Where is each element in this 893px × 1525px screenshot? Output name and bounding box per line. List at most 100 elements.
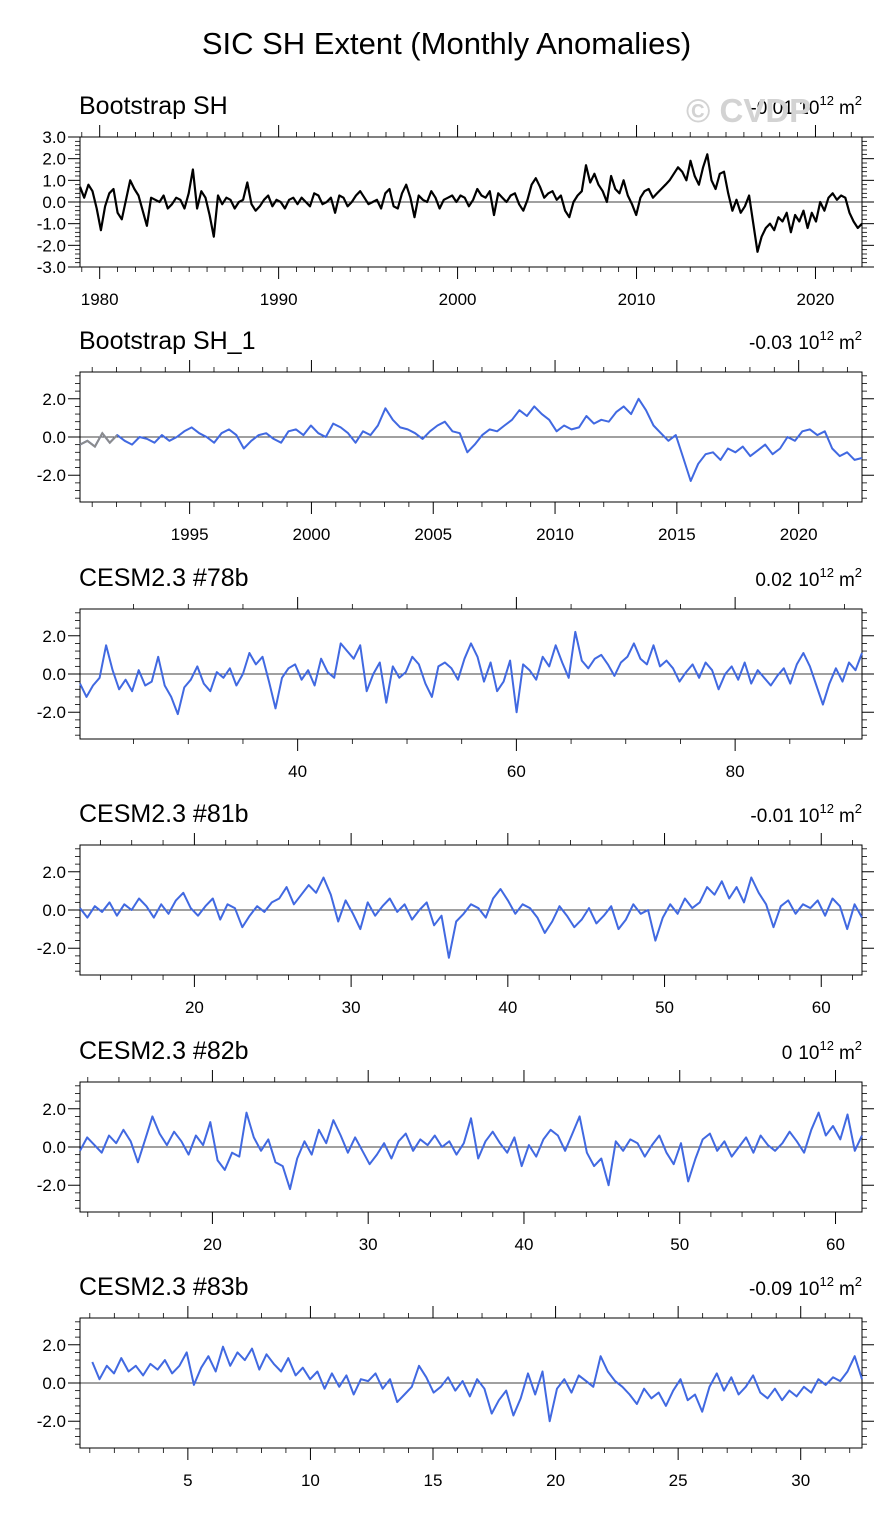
annotation-units-sup: 2 xyxy=(855,801,862,816)
y-tick-label: 2.0 xyxy=(42,150,66,169)
x-tick-label: 25 xyxy=(669,1471,688,1490)
y-tick-label: 2.0 xyxy=(42,390,66,409)
series-line xyxy=(79,397,863,482)
y-tick-label: -1.0 xyxy=(37,215,66,234)
annotation-units-base: 10 xyxy=(798,570,819,591)
panel-title: CESM2.3 #81b xyxy=(79,800,249,828)
x-tick-label: 2020 xyxy=(797,290,835,309)
annotation-units-exp: 12 xyxy=(819,565,833,580)
y-tick-label: 0.0 xyxy=(42,1374,66,1393)
y-tick-label: 2.0 xyxy=(42,1336,66,1355)
y-tick-label: 0.0 xyxy=(42,193,66,212)
panel-title: Bootstrap SH_1 xyxy=(79,327,256,355)
x-tick-label: 60 xyxy=(826,1235,845,1254)
trend-annotation: -0.01 1012 m2 xyxy=(750,93,862,119)
x-tick-label: 60 xyxy=(812,998,831,1017)
x-tick-label: 50 xyxy=(655,998,674,1017)
x-tick-label: 2000 xyxy=(439,290,477,309)
annotation-units-sup: 2 xyxy=(855,565,862,580)
x-tick-label: 30 xyxy=(342,998,361,1017)
x-tick-label: 10 xyxy=(301,1471,320,1490)
annotation-units-exp: 12 xyxy=(819,93,833,108)
annotation-units-suffix: m xyxy=(839,570,855,591)
y-tick-label: -2.0 xyxy=(37,703,66,722)
annotation-units-exp: 12 xyxy=(819,1038,833,1053)
x-tick-label: 5 xyxy=(183,1471,192,1490)
panel-2: 1995 2000 2005 2010 2015 2020 -2.0 0.0 2.0 Bootst… xyxy=(37,327,874,544)
x-tick-label: 80 xyxy=(726,762,745,781)
x-tick-label: 1980 xyxy=(81,290,119,309)
x-tick-label: 20 xyxy=(203,1235,222,1254)
x-tick-label: 60 xyxy=(507,762,526,781)
annotation-units-sup: 2 xyxy=(855,1274,862,1289)
y-tick-label: -2.0 xyxy=(37,1176,66,1195)
annotation-units-sup: 2 xyxy=(855,93,862,108)
x-tick-label: 2000 xyxy=(293,525,331,544)
series-line xyxy=(79,876,863,959)
annotation-units-suffix: m xyxy=(839,1279,855,1300)
annotation-units-exp: 12 xyxy=(819,1274,833,1289)
annotation-trend-value: 0 xyxy=(782,1043,793,1064)
x-tick-label: 30 xyxy=(791,1471,810,1490)
y-tick-label: -2.0 xyxy=(37,1412,66,1431)
annotation-units-base: 10 xyxy=(798,806,819,827)
x-tick-label: 50 xyxy=(670,1235,689,1254)
panel-1: 1980 1990 2000 2010 2020 -3.0 -2.0 -1.0 0.0 1.0 2.… xyxy=(37,92,874,309)
x-tick-label: 2015 xyxy=(658,525,696,544)
trend-annotation: -0.03 1012 m2 xyxy=(749,328,862,354)
annotation-units-sup: 2 xyxy=(855,328,862,343)
x-tick-label: 40 xyxy=(498,998,517,1017)
annotation-trend-value: -0.03 xyxy=(749,333,792,354)
x-tick-label: 40 xyxy=(288,762,307,781)
annotation-trend-value: 0.02 xyxy=(755,570,792,591)
trend-annotation: -0.01 1012 m2 xyxy=(750,801,862,827)
series-line xyxy=(91,1345,863,1423)
annotation-units-base: 10 xyxy=(798,1279,819,1300)
x-tick-label: 20 xyxy=(185,998,204,1017)
panel-3: 40 60 80 -2.0 0.0 2.0 CESM2.3 #78b 0.02 1012 m2 xyxy=(37,564,874,781)
y-tick-label: 3.0 xyxy=(42,128,66,147)
x-tick-label: 20 xyxy=(546,1471,565,1490)
y-tick-label: 0.0 xyxy=(42,665,66,684)
x-tick-label: 30 xyxy=(359,1235,378,1254)
annotation-units-base: 10 xyxy=(798,98,819,119)
annotation-units-sup: 2 xyxy=(855,1038,862,1053)
y-tick-label: 2.0 xyxy=(42,1100,66,1119)
panel-6: 5 10 15 20 25 30 -2.0 0.0 2.0 CESM2.3 #83b -0.09 10… xyxy=(37,1273,874,1490)
y-tick-label: -2.0 xyxy=(37,236,66,255)
y-tick-label: 0.0 xyxy=(42,428,66,447)
series-line xyxy=(79,1111,863,1191)
annotation-trend-value: -0.09 xyxy=(749,1279,792,1300)
x-tick-label: 1990 xyxy=(260,290,298,309)
y-tick-label: 0.0 xyxy=(42,1138,66,1157)
annotation-trend-value: -0.01 xyxy=(750,98,793,119)
y-tick-label: 2.0 xyxy=(42,863,66,882)
trend-annotation: -0.09 1012 m2 xyxy=(749,1274,862,1300)
x-tick-label: 2010 xyxy=(618,290,656,309)
panel-5: 20 30 40 50 60 -2.0 0.0 2.0 CESM2.3 #82b 0 1012 m2 xyxy=(37,1037,874,1254)
panel-title: CESM2.3 #83b xyxy=(79,1273,249,1301)
series-line xyxy=(79,630,863,716)
y-tick-label: 1.0 xyxy=(42,171,66,190)
watermark: © CVDP xyxy=(686,92,812,129)
panel-title: Bootstrap SH xyxy=(79,92,228,120)
y-tick-label: -3.0 xyxy=(37,258,66,277)
y-tick-label: -2.0 xyxy=(37,466,66,485)
annotation-units-suffix: m xyxy=(839,333,855,354)
y-tick-label: -2.0 xyxy=(37,939,66,958)
trend-annotation: 0 1012 m2 xyxy=(782,1038,862,1064)
x-tick-label: 15 xyxy=(424,1471,443,1490)
y-tick-label: 2.0 xyxy=(42,627,66,646)
figure-title: SIC SH Extent (Monthly Anomalies) xyxy=(201,26,692,61)
annotation-units-suffix: m xyxy=(839,1043,855,1064)
panel-title: CESM2.3 #78b xyxy=(79,564,249,592)
x-tick-label: 1995 xyxy=(171,525,209,544)
annotation-units-exp: 12 xyxy=(819,801,833,816)
y-tick-label: 0.0 xyxy=(42,901,66,920)
annotation-trend-value: -0.01 xyxy=(750,806,793,827)
annotation-units-exp: 12 xyxy=(819,328,833,343)
x-tick-label: 2005 xyxy=(414,525,452,544)
series-line xyxy=(78,153,863,253)
